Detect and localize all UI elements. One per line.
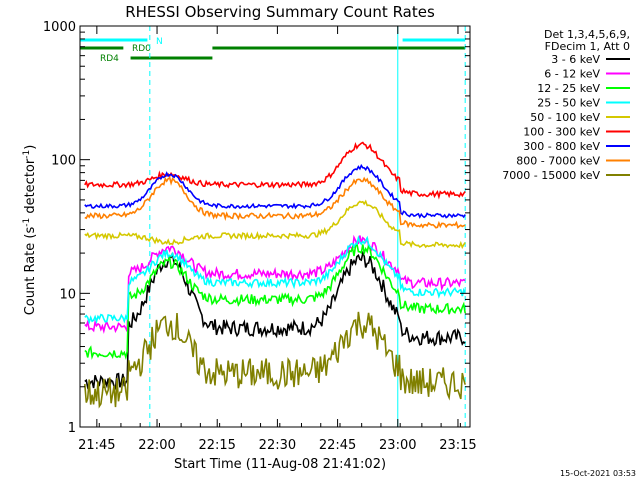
legend-header: Det 1,3,4,5,6,9, [544, 28, 630, 41]
flag-label-RD4: RD4 [100, 54, 119, 64]
series-line-6 [84, 163, 466, 219]
legend: Det 1,3,4,5,6,9,FDecim 1, Att 03 - 6 keV… [502, 28, 630, 182]
legend-label: 100 - 300 keV [523, 126, 600, 139]
series-line-0 [84, 250, 466, 391]
series-line-3 [84, 235, 466, 325]
y-tick-label: 10 [59, 287, 76, 302]
series-line-8 [84, 311, 466, 409]
y-axis-label: Count Rate (s-1 detector-1) [22, 145, 38, 316]
flag-label-RD0: RD0 [132, 44, 151, 54]
instrument-flags: N RD0 RD4 [80, 37, 466, 64]
legend-label: 6 - 12 keV [544, 68, 600, 81]
x-tick-label: 23:00 [379, 438, 416, 453]
legend-label: 3 - 6 keV [551, 53, 600, 66]
x-tick-label: 22:15 [198, 438, 235, 453]
flag-label-N: N [156, 37, 163, 47]
plot-frame [79, 25, 471, 428]
x-tick-label: 22:30 [259, 438, 296, 453]
y-tick-label: 1000 [43, 20, 76, 35]
series-line-5 [84, 141, 466, 200]
legend-label: 7000 - 15000 keV [502, 169, 600, 182]
legend-label: 12 - 25 keV [537, 82, 600, 95]
legend-label: 25 - 50 keV [537, 97, 600, 110]
series-group [84, 141, 466, 409]
x-tick-label: 21:45 [78, 438, 115, 453]
legend-header: FDecim 1, Att 0 [545, 40, 630, 53]
legend-label: 50 - 100 keV [530, 111, 600, 124]
timestamp: 15-Oct-2021 03:53 [560, 469, 636, 478]
series-line-4 [84, 199, 466, 250]
x-tick-label: 23:15 [439, 438, 476, 453]
chart-title: RHESSI Observing Summary Count Rates [125, 3, 435, 21]
x-axis-label: Start Time (11-Aug-08 21:41:02) [174, 457, 386, 472]
series-line-2 [84, 241, 466, 360]
legend-label: 300 - 800 keV [523, 140, 600, 153]
axes: 21:45 22:00 22:15 22:30 22:45 23:00 23:15 1 10 10… [43, 20, 477, 453]
x-tick-label: 22:45 [319, 438, 356, 453]
y-tick-label: 100 [51, 154, 76, 169]
series-line-7 [84, 176, 466, 230]
y-tick-label: 1 [68, 421, 76, 436]
legend-label: 800 - 7000 keV [516, 155, 600, 168]
x-tick-label: 22:00 [138, 438, 175, 453]
